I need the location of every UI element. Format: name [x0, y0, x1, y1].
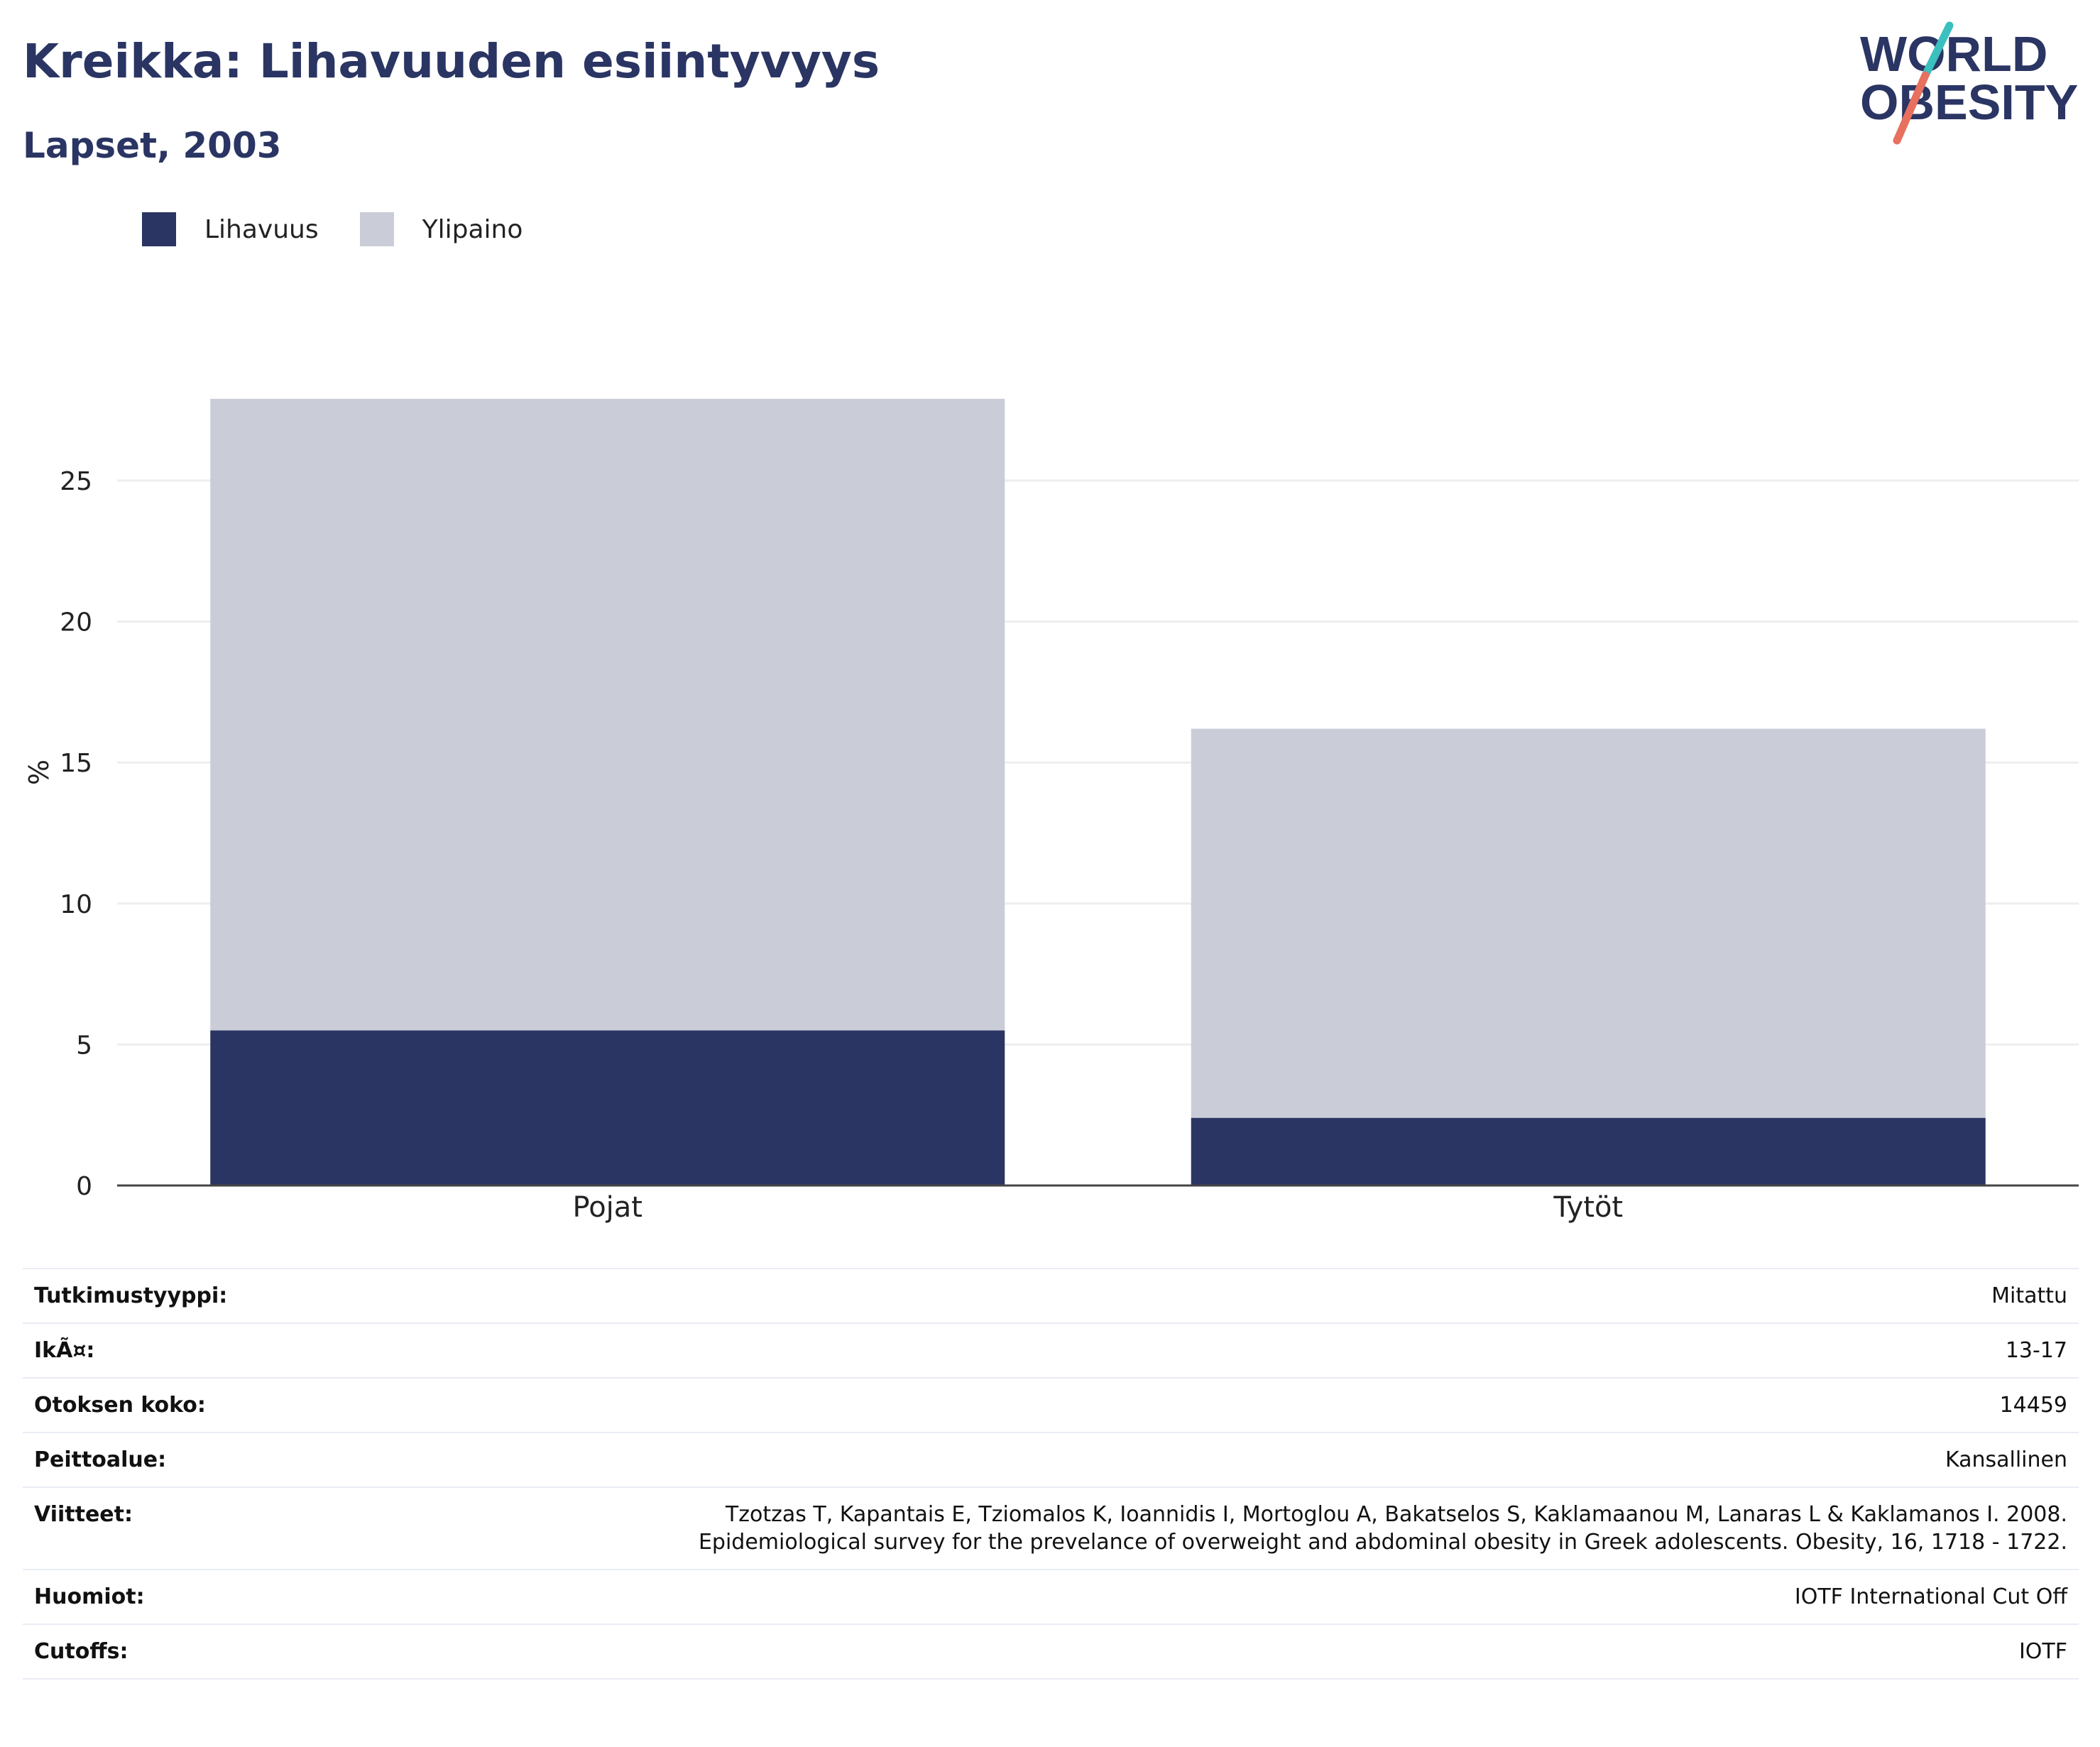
chart-legend: Lihavuus Ylipaino [142, 212, 564, 247]
study-info-table: Tutkimustyyppi: Mitattu IkÃ¤: 13-17 Otoksen … [23, 1268, 2079, 1680]
bar-segment-obesity [210, 1030, 1005, 1185]
info-row: Peittoalue: Kansallinen [23, 1433, 2079, 1487]
info-value: 14459 [299, 1378, 2079, 1433]
info-value-line: Epidemiological survey for the prevelanc… [698, 1530, 2067, 1555]
y-tick-label: 20 [60, 608, 92, 637]
info-key: Huomiot: [34, 1584, 145, 1609]
info-row: IkÃ¤: 13-17 [23, 1323, 2079, 1378]
info-value: Kansallinen [299, 1433, 2079, 1487]
logo-slash-top [1921, 21, 1954, 80]
legend-swatch-obesity [142, 212, 176, 246]
info-value-line: 14459 [1999, 1393, 2067, 1418]
legend-label-obesity: Lihavuus [204, 214, 319, 244]
bar-segment-overweight [1191, 728, 1986, 1118]
logo-text-obesity: OBESITY [1860, 75, 2078, 130]
legend-item-obesity[interactable]: Lihavuus [142, 212, 319, 246]
info-row: Otoksen koko: 14459 [23, 1378, 2079, 1433]
info-key: Cutoffs: [34, 1639, 128, 1664]
info-key: Otoksen koko: [34, 1393, 206, 1418]
legend-item-overweight[interactable]: Ylipaino [359, 212, 523, 246]
legend-label-overweight: Ylipaino [422, 214, 523, 244]
info-row: Huomiot: IOTF International Cut Off [23, 1570, 2079, 1624]
x-tick-label: Tytöt [1553, 1191, 1623, 1224]
info-value: IOTF [299, 1624, 2079, 1679]
bar-segment-obesity [1191, 1117, 1986, 1185]
y-axis-label: % [23, 760, 55, 785]
y-tick-label: 10 [60, 890, 92, 919]
info-value: 13-17 [299, 1323, 2079, 1378]
info-value: Mitattu [299, 1269, 2079, 1323]
chart-title: Kreikka: Lihavuuden esiintyvyys [23, 34, 880, 89]
y-tick-label: 15 [60, 749, 92, 778]
info-key: Tutkimustyyppi: [34, 1283, 228, 1308]
info-value-line: Kansallinen [1945, 1447, 2067, 1472]
info-value: IOTF International Cut Off [299, 1570, 2079, 1624]
info-row: Viitteet: Tzotzas T, Kapantais E, Tziomal… [23, 1487, 2079, 1570]
chart-subtitle: Lapset, 2003 [23, 125, 282, 166]
y-tick-label: 25 [60, 467, 92, 496]
y-tick-label: 0 [76, 1172, 92, 1201]
info-value: Tzotzas T, Kapantais E, Tziomalos K, Ioa… [299, 1487, 2079, 1570]
info-row: Tutkimustyyppi: Mitattu [23, 1269, 2079, 1323]
info-value-line: IOTF [2018, 1639, 2067, 1664]
logo-text-world: WORLD [1860, 26, 2047, 82]
info-key: IkÃ¤: [34, 1338, 95, 1363]
info-key: Viitteet: [34, 1502, 133, 1527]
logo-slash-bottom [1893, 71, 1930, 145]
legend-swatch-overweight [359, 212, 394, 246]
x-tick-label: Pojat [573, 1191, 642, 1224]
info-value-line: 13-17 [2005, 1338, 2067, 1363]
info-row: Cutoffs: IOTF [23, 1624, 2079, 1679]
info-value-line: IOTF International Cut Off [1794, 1584, 2067, 1609]
info-value-line: Tzotzas T, Kapantais E, Tziomalos K, Ioa… [725, 1502, 2067, 1527]
info-key: Peittoalue: [34, 1447, 167, 1472]
world-obesity-logo: WORLD OBESITY [1860, 21, 2078, 145]
bar-chart: 0 5 10 15 20 25% Pojat Tytöt [23, 398, 2079, 1224]
y-tick-label: 5 [76, 1031, 92, 1060]
bar-segment-overweight [210, 398, 1005, 1031]
info-value-line: Mitattu [1991, 1283, 2067, 1308]
